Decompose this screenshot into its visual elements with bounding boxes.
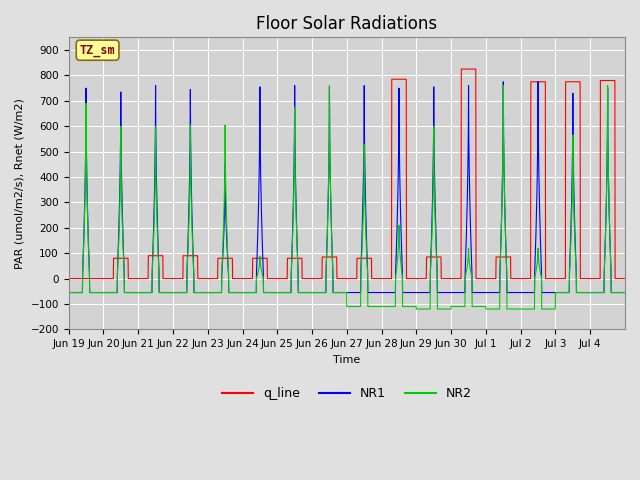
Line: q_line: q_line [68,69,625,278]
NR1 [120,269,128,275]
NR1 [380,289,388,295]
NR2 [65,289,72,295]
NR1 [65,289,72,295]
NR2 [241,289,248,295]
q_line [546,276,554,281]
NR1 [499,79,507,84]
q_line [241,276,248,281]
NR1 [621,289,628,295]
Line: NR2: NR2 [68,85,625,309]
NR2 [621,289,628,295]
NR1 [241,289,248,295]
NR2 [413,306,420,312]
q_line [613,276,621,281]
Title: Floor Solar Radiations: Floor Solar Radiations [256,15,437,33]
X-axis label: Time: Time [333,355,360,365]
NR2 [614,289,621,295]
Line: NR1: NR1 [68,82,625,292]
NR2 [120,271,128,276]
q_line [65,276,72,281]
NR1 [613,289,621,295]
q_line [515,276,522,281]
NR2 [515,306,522,312]
q_line [380,276,388,281]
NR2 [380,304,388,310]
NR2 [546,306,554,312]
Legend: q_line, NR1, NR2: q_line, NR1, NR2 [217,382,477,405]
q_line [120,255,128,261]
NR1 [515,289,522,295]
Text: TZ_sm: TZ_sm [80,44,115,57]
NR2 [326,83,333,88]
Y-axis label: PAR (umol/m2/s), Rnet (W/m2): PAR (umol/m2/s), Rnet (W/m2) [15,98,25,269]
q_line [621,276,628,281]
q_line [458,66,465,72]
NR1 [546,289,554,295]
